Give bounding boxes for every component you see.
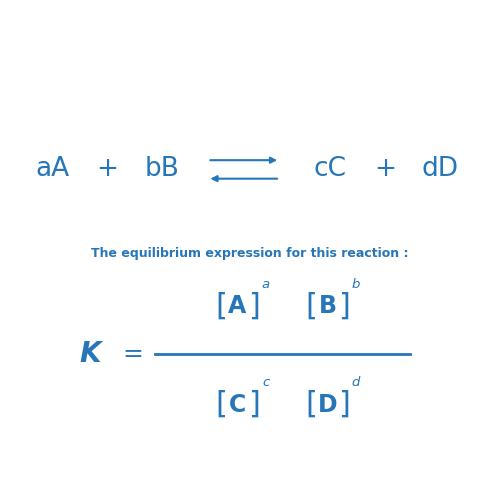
Text: D: D [318, 393, 338, 416]
Text: +: + [96, 157, 118, 182]
Text: C: C [229, 393, 246, 416]
Text: The Equilibrium Constant: The Equilibrium Constant [81, 28, 419, 52]
Text: dD: dD [422, 157, 459, 182]
Text: ]: ] [248, 390, 260, 419]
Text: d: d [352, 376, 360, 389]
Text: [: [ [305, 390, 317, 419]
Text: ]: ] [338, 291, 350, 321]
Text: The equilibrium expression for this reaction :: The equilibrium expression for this reac… [91, 247, 409, 260]
Text: [: [ [215, 291, 227, 321]
Text: ]: ] [338, 390, 350, 419]
Text: +: + [374, 157, 396, 182]
Text: [: [ [215, 390, 227, 419]
Text: =: = [122, 342, 143, 366]
Text: c: c [262, 376, 270, 389]
Text: a: a [262, 278, 270, 291]
Text: b: b [352, 278, 360, 291]
Text: bB: bB [145, 157, 180, 182]
Text: A: A [228, 294, 246, 318]
Text: K: K [79, 340, 101, 368]
Text: [: [ [305, 291, 317, 321]
Text: ]: ] [248, 291, 260, 321]
Text: aA: aA [36, 157, 70, 182]
Text: cC: cC [314, 157, 346, 182]
Text: B: B [318, 294, 336, 318]
